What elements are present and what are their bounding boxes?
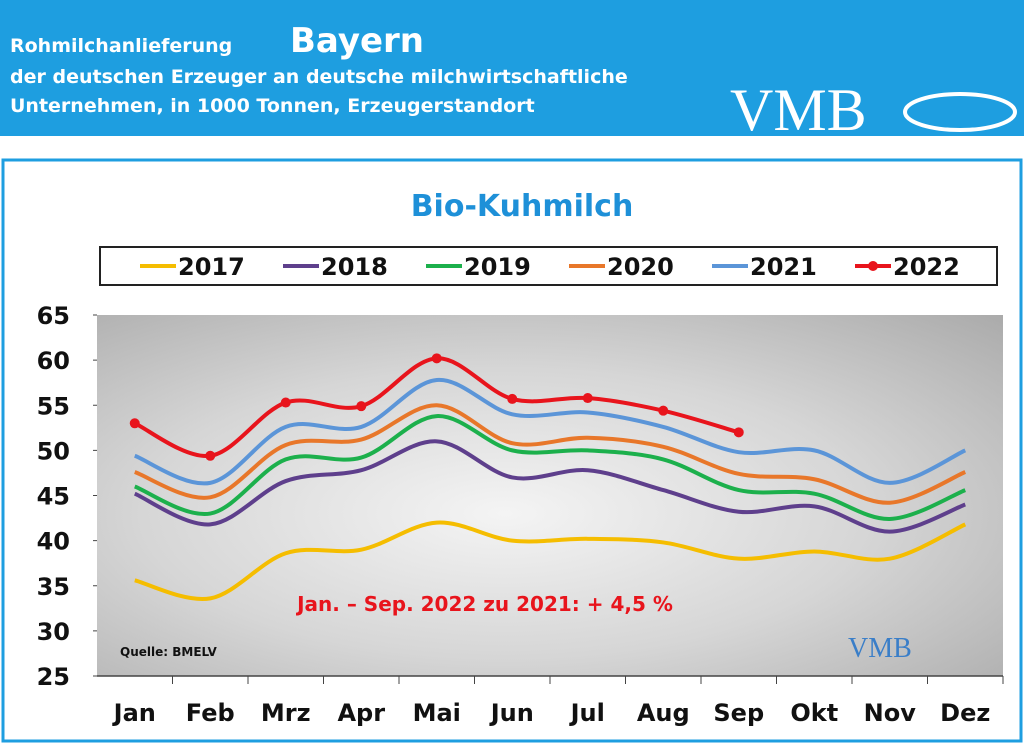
- annotation: Jan. – Sep. 2022 zu 2021: + 4,5 %: [295, 592, 673, 616]
- logo: VMB: [730, 77, 867, 143]
- series-line: [133, 439, 966, 534]
- point: [658, 405, 669, 416]
- x-tick-label: Okt: [790, 699, 838, 727]
- source: Quelle: BMELV: [120, 645, 218, 659]
- header-region: Bayern: [290, 21, 424, 61]
- y-tick-label: 65: [37, 302, 70, 330]
- point: [582, 393, 593, 404]
- point: [356, 401, 367, 412]
- series-line: [134, 520, 967, 602]
- header-line: der deutschen Erzeuger an deutsche milch…: [10, 66, 628, 88]
- x-tick-label: Jan: [112, 699, 156, 727]
- y-tick-label: 35: [37, 573, 70, 601]
- legend-label: 2022: [893, 253, 960, 281]
- point: [733, 427, 744, 438]
- point: [431, 353, 442, 364]
- point: [129, 418, 140, 429]
- x-tick-label: Sep: [713, 699, 764, 727]
- legend-label: 2017: [178, 253, 245, 281]
- legend-label: 2021: [750, 253, 817, 281]
- x-tick-label: Nov: [864, 699, 917, 727]
- series-line: [133, 356, 740, 458]
- point: [507, 393, 518, 404]
- plot-area: [97, 315, 1003, 676]
- logo-swirl: [903, 92, 1017, 132]
- legend-label: 2020: [607, 253, 674, 281]
- y-tick-label: 60: [37, 347, 70, 375]
- x-tick-label: Jul: [569, 699, 605, 727]
- y-tick-label: 25: [37, 663, 70, 691]
- x-tick-label: Jun: [489, 699, 534, 727]
- x-tick-label: Feb: [186, 699, 235, 727]
- series-line: [134, 403, 967, 505]
- header-band: [0, 0, 1024, 136]
- logo-small: VMB: [848, 633, 912, 664]
- x-tick-label: Mrz: [261, 699, 311, 727]
- y-tick-label: 55: [37, 392, 70, 420]
- legend-box: [99, 246, 998, 286]
- header-prefix: Rohmilchanlieferung: [10, 35, 232, 57]
- point: [280, 397, 291, 408]
- x-tick-label: Aug: [637, 699, 690, 727]
- y-tick-label: 50: [37, 437, 70, 465]
- x-tick-label: Mai: [413, 699, 461, 727]
- legend-marker: [868, 261, 878, 271]
- x-tick-label: Apr: [337, 699, 385, 727]
- y-tick-label: 45: [37, 483, 70, 511]
- series-line: [133, 414, 967, 521]
- legend-label: 2018: [321, 253, 388, 281]
- chart-title: Bio-Kuhmilch: [411, 189, 634, 224]
- legend-label: 2019: [464, 253, 531, 281]
- x-tick-label: Dez: [940, 699, 990, 727]
- y-tick-label: 30: [37, 618, 70, 646]
- point: [205, 450, 216, 461]
- y-tick-label: 40: [37, 528, 70, 556]
- header-line: Unternehmen, in 1000 Tonnen, Erzeugersta…: [10, 95, 535, 117]
- series-line: [133, 377, 967, 486]
